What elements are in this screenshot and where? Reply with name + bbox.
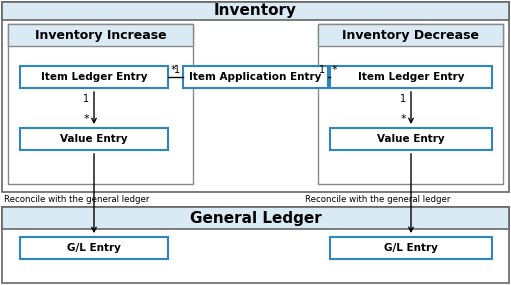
Text: *: *: [400, 114, 406, 124]
Text: 1: 1: [83, 94, 89, 104]
Text: Reconcile with the general ledger: Reconcile with the general ledger: [305, 195, 450, 204]
Bar: [20, 66, 168, 88]
Bar: [8, 24, 193, 184]
Text: Item Ledger Entry: Item Ledger Entry: [41, 72, 147, 82]
Text: Value Entry: Value Entry: [60, 134, 128, 144]
Text: 1: 1: [174, 65, 180, 75]
Text: Reconcile with the general ledger: Reconcile with the general ledger: [4, 195, 149, 204]
Bar: [330, 237, 492, 259]
Bar: [8, 24, 193, 46]
Text: Inventory Decrease: Inventory Decrease: [342, 28, 479, 42]
Bar: [2, 207, 509, 229]
Bar: [20, 128, 168, 150]
Text: Inventory Increase: Inventory Increase: [35, 28, 166, 42]
Bar: [318, 24, 503, 46]
Text: Item Application Entry: Item Application Entry: [189, 72, 322, 82]
Bar: [330, 66, 492, 88]
Text: *: *: [170, 65, 176, 75]
Text: 1: 1: [319, 65, 325, 75]
Bar: [183, 66, 328, 88]
Bar: [2, 2, 509, 192]
Text: Inventory: Inventory: [214, 3, 297, 19]
Text: 1: 1: [400, 94, 406, 104]
Bar: [330, 128, 492, 150]
Text: Value Entry: Value Entry: [377, 134, 445, 144]
Text: G/L Entry: G/L Entry: [384, 243, 438, 253]
Text: G/L Entry: G/L Entry: [67, 243, 121, 253]
Bar: [318, 24, 503, 184]
Text: *: *: [83, 114, 89, 124]
Text: Item Ledger Entry: Item Ledger Entry: [358, 72, 464, 82]
Bar: [2, 2, 509, 20]
Text: General Ledger: General Ledger: [190, 211, 321, 225]
Text: *: *: [332, 65, 338, 75]
Bar: [2, 207, 509, 283]
Bar: [20, 237, 168, 259]
